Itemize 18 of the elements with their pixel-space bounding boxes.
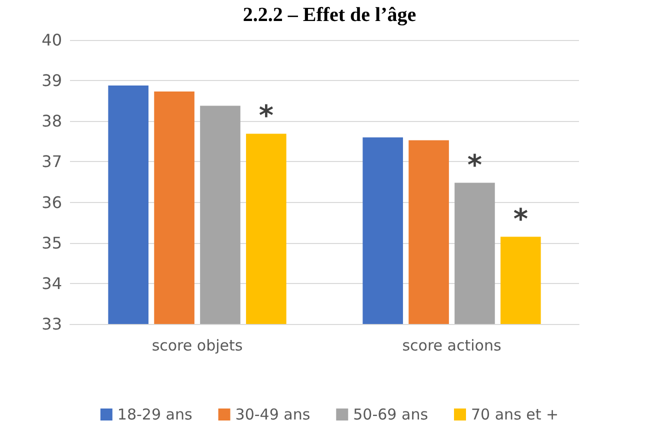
x-tick-label: score objets bbox=[152, 336, 243, 354]
legend-label: 30-49 ans bbox=[235, 406, 310, 424]
legend-label: 50-69 ans bbox=[353, 406, 428, 424]
y-tick-label: 34 bbox=[42, 274, 62, 293]
y-tick-label: 36 bbox=[42, 192, 62, 212]
y-tick-label: 35 bbox=[42, 233, 62, 252]
y-tick-label: 33 bbox=[42, 314, 62, 334]
chart-title: 2.2.2 – Effet de l’âge bbox=[242, 4, 416, 26]
data-label: * bbox=[258, 99, 274, 132]
y-tick-label: 37 bbox=[42, 152, 62, 172]
data-label: * bbox=[513, 202, 528, 236]
legend-label: 18-29 ans bbox=[117, 406, 192, 424]
x-tick-label: score actions bbox=[402, 336, 502, 354]
legend-label: 70 ans et + bbox=[471, 406, 559, 424]
y-tick-label: 39 bbox=[42, 71, 62, 90]
y-tick-label: 40 bbox=[42, 30, 62, 50]
y-tick-label: 38 bbox=[42, 112, 62, 131]
data-label: * bbox=[467, 148, 482, 182]
